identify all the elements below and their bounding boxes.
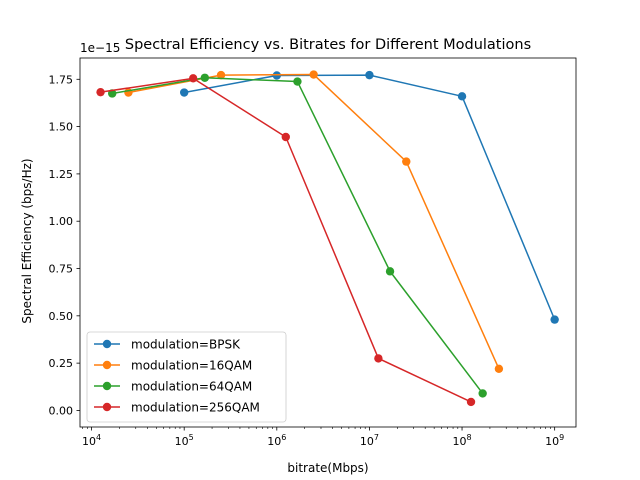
data-point xyxy=(385,267,395,276)
y-tick-label: 0.00 xyxy=(49,404,74,417)
legend: modulation=BPSK modulation=16QAM modulatio… xyxy=(86,331,287,423)
data-point xyxy=(96,87,105,97)
legend-marker xyxy=(102,381,112,391)
y-offset-text: 1e−15 xyxy=(80,41,120,55)
chart-title: Spectral Efficiency vs. Bitrates for Dif… xyxy=(125,37,531,53)
legend-marker xyxy=(102,402,112,412)
x-tick-label: 105 xyxy=(175,433,194,448)
data-point xyxy=(179,88,189,97)
data-point xyxy=(216,70,226,80)
y-tick-label: 0.25 xyxy=(49,357,74,370)
y-tick-label: 0.75 xyxy=(49,263,74,276)
data-point xyxy=(365,70,374,80)
axes-frame xyxy=(79,57,577,428)
x-tick-label: 104 xyxy=(82,433,101,448)
y-tick-label: 1.75 xyxy=(49,73,74,86)
data-point xyxy=(457,92,467,101)
x-tick-label: 108 xyxy=(452,433,471,448)
data-point xyxy=(281,132,290,142)
data-point xyxy=(200,73,210,82)
data-point xyxy=(478,389,487,398)
data-point xyxy=(466,397,476,407)
x-tick-label: 106 xyxy=(267,433,286,448)
data-point xyxy=(402,157,411,166)
y-tick-label: 1.50 xyxy=(49,121,74,134)
legend-label: modulation=64QAM xyxy=(131,380,252,394)
data-point xyxy=(374,354,383,363)
x-tick-label: 109 xyxy=(545,433,564,448)
axes: 104 105 106 107 108 109 0.00 0.25 0.50 0.75 1.00 1.… xyxy=(49,57,577,448)
y-tick-label: 1.00 xyxy=(49,215,74,228)
legend-marker xyxy=(102,360,112,370)
plot-area xyxy=(96,70,559,407)
legend-marker xyxy=(102,339,112,349)
data-point xyxy=(309,70,318,79)
data-point xyxy=(293,77,302,86)
data-point xyxy=(188,74,198,83)
y-tick-label: 1.25 xyxy=(49,168,74,181)
y-tick-label: 0.50 xyxy=(49,310,74,323)
legend-label: modulation=BPSK xyxy=(131,338,241,352)
x-axis-label: bitrate(Mbps) xyxy=(287,461,368,475)
legend-label: modulation=16QAM xyxy=(131,359,252,373)
x-tick-label: 107 xyxy=(360,433,379,448)
y-axis-label: Spectral Efficiency (bps/Hz) xyxy=(20,158,34,323)
data-point xyxy=(494,364,504,374)
data-point xyxy=(550,315,559,324)
legend-label: modulation=256QAM xyxy=(131,401,260,415)
legend-box xyxy=(86,331,287,423)
